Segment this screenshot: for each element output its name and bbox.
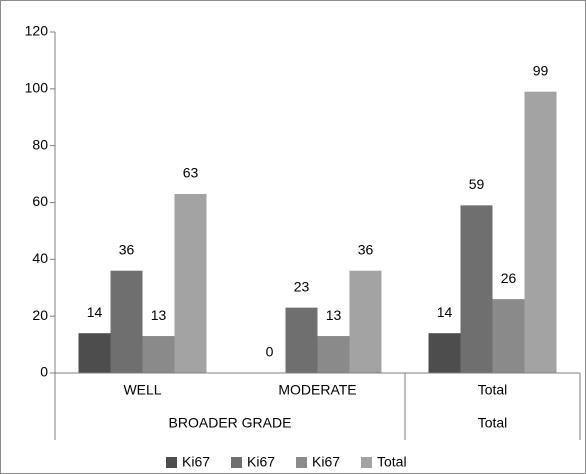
legend-swatch: [166, 457, 177, 468]
legend-swatch: [231, 457, 242, 468]
data-label: 36: [358, 241, 374, 257]
bar: [460, 205, 493, 373]
data-label: 26: [501, 270, 517, 286]
legend-label: Ki67: [247, 454, 275, 470]
bar: [317, 336, 350, 373]
data-label: 99: [533, 62, 549, 78]
legend-label: Total: [377, 454, 407, 470]
bar: [524, 91, 557, 374]
data-label: 59: [469, 176, 485, 192]
y-tick-label: 40: [32, 250, 48, 266]
bar: [492, 299, 525, 373]
y-tick-label: 100: [25, 80, 49, 96]
bar: [174, 193, 207, 373]
data-label: 36: [119, 241, 135, 257]
legend-swatch: [361, 457, 372, 468]
data-label: 0: [266, 344, 274, 360]
group-label: BROADER GRADE: [169, 415, 292, 431]
y-tick-label: 80: [32, 136, 48, 152]
bar: [349, 270, 382, 373]
x-tick-label: Total: [478, 382, 508, 398]
y-tick-label: 20: [32, 307, 48, 323]
legend-label: Ki67: [312, 454, 340, 470]
bar: [285, 307, 318, 373]
legend-swatch: [296, 457, 307, 468]
data-label: 23: [294, 278, 310, 294]
legend-label: Ki67: [182, 454, 210, 470]
bar: [428, 333, 461, 373]
y-tick-label: 0: [40, 364, 48, 380]
data-label: 13: [151, 307, 167, 323]
x-tick-label: MODERATE: [278, 382, 356, 398]
bar: [110, 270, 143, 373]
bar: [78, 333, 111, 373]
x-tick-label: WELL: [123, 382, 161, 398]
data-label: 13: [326, 307, 342, 323]
y-tick-label: 60: [32, 193, 48, 209]
y-tick-label: 120: [25, 23, 49, 39]
group-label: Total: [478, 415, 508, 431]
data-label: 14: [87, 304, 103, 320]
data-label: 63: [183, 165, 199, 181]
data-label: 14: [437, 304, 453, 320]
bar: [142, 336, 175, 373]
